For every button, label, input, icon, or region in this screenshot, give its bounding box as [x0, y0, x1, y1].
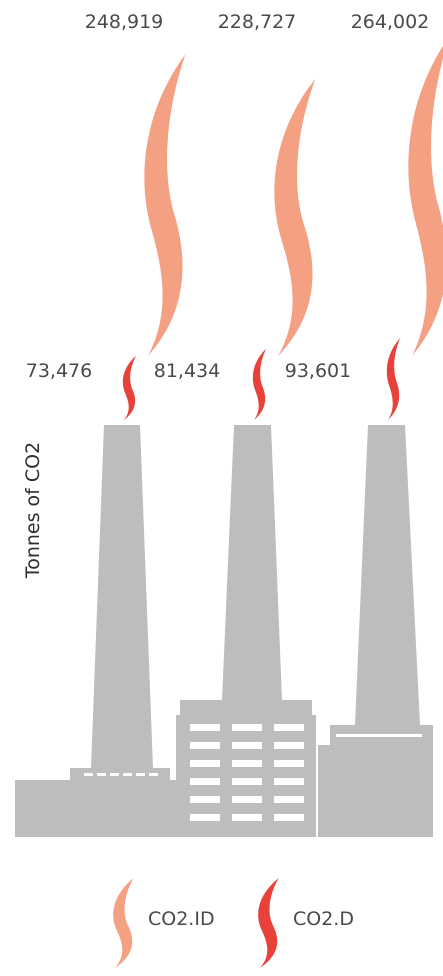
window — [274, 724, 304, 731]
flame-co2-id — [274, 78, 316, 356]
data-label-co2-d: 81,434 — [154, 360, 220, 382]
roof-vent — [84, 773, 93, 776]
window — [274, 814, 304, 821]
window — [190, 796, 220, 803]
window — [274, 742, 304, 749]
flames-layer — [122, 45, 443, 420]
legend: CO2.ID CO2.D — [113, 878, 354, 968]
window — [232, 760, 262, 767]
window — [190, 760, 220, 767]
window — [232, 796, 262, 803]
window — [274, 796, 304, 803]
window — [190, 742, 220, 749]
chimney-2 — [222, 425, 282, 700]
data-label-co2-id: 228,727 — [218, 11, 297, 33]
flame-co2-id — [144, 54, 186, 356]
window — [232, 742, 262, 749]
window — [232, 724, 262, 731]
roof-vent — [123, 773, 132, 776]
data-label-co2-id: 264,002 — [351, 11, 430, 33]
window — [232, 778, 262, 785]
window — [232, 814, 262, 821]
roof-vent — [136, 773, 145, 776]
data-label-co2-d: 93,601 — [285, 360, 351, 382]
building-middle-roof — [180, 700, 312, 717]
building-right — [318, 745, 433, 837]
y-axis-label: Tonnes of CO2 — [22, 442, 44, 579]
window — [274, 760, 304, 767]
legend-label: CO2.ID — [148, 908, 215, 930]
building-left-roof — [70, 768, 170, 780]
flame-co2-d — [252, 348, 267, 420]
flame-co2-d — [386, 338, 401, 420]
chimney-1 — [91, 425, 153, 768]
data-label-co2-d: 73,476 — [26, 360, 92, 382]
roof-vent — [149, 773, 158, 776]
legend-swatch-co2-id — [113, 878, 134, 968]
window — [190, 814, 220, 821]
roof-vent — [336, 734, 422, 737]
legend-label: CO2.D — [293, 908, 354, 930]
window — [274, 778, 304, 785]
roof-vent — [97, 773, 106, 776]
factory-illustration — [15, 425, 433, 837]
flame-co2-id — [408, 45, 443, 356]
window — [190, 778, 220, 785]
chimney-3 — [355, 425, 420, 725]
legend-swatch-co2-d — [258, 878, 279, 968]
window — [190, 724, 220, 731]
building-windows — [84, 724, 422, 821]
data-label-co2-id: 248,919 — [85, 11, 164, 33]
data-labels: 248,919 228,727 264,002 73,476 81,434 93,601 — [26, 11, 430, 382]
flame-co2-d — [122, 355, 137, 420]
roof-vent — [110, 773, 119, 776]
building-left — [15, 780, 180, 837]
